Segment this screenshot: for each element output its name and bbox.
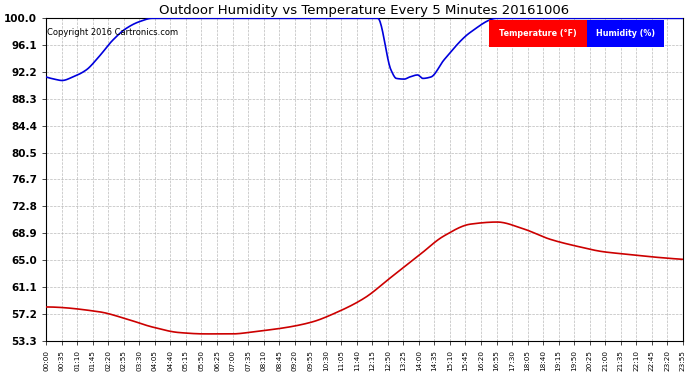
Text: Copyright 2016 Cartronics.com: Copyright 2016 Cartronics.com: [48, 28, 179, 37]
Title: Outdoor Humidity vs Temperature Every 5 Minutes 20161006: Outdoor Humidity vs Temperature Every 5 …: [159, 4, 569, 17]
Text: Humidity (%): Humidity (%): [596, 29, 655, 38]
Bar: [587, 20, 664, 47]
Text: Temperature (°F): Temperature (°F): [499, 29, 577, 38]
Bar: [489, 20, 587, 47]
